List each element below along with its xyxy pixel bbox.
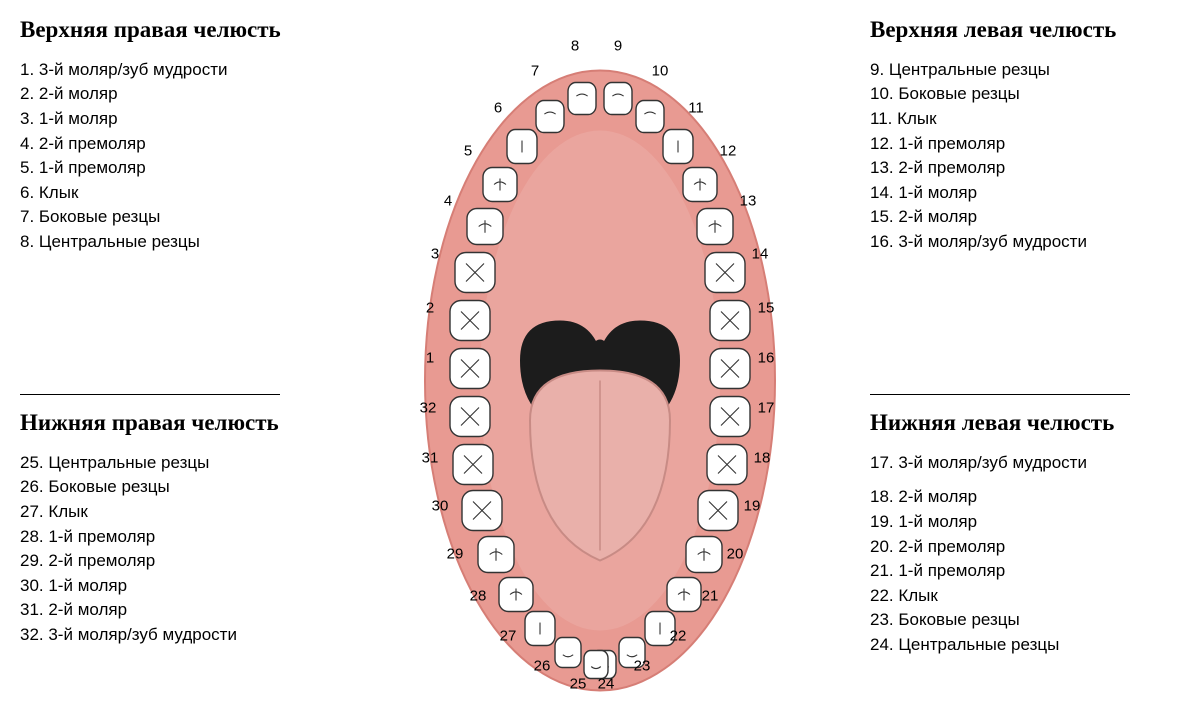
tooth-item: 4. 2-й премоляр — [20, 132, 330, 157]
tooth-number-label: 21 — [702, 587, 719, 604]
mouth-diagram: 1234567891011121314151617181920212223242… — [370, 20, 830, 705]
tooth-item: 6. Клык — [20, 181, 330, 206]
tooth-item: 2. 2-й моляр — [20, 82, 330, 107]
tooth-item: 19. 1-й моляр — [870, 510, 1180, 535]
tooth-number-label: 14 — [752, 245, 769, 262]
tooth-item: 18. 2-й моляр — [870, 485, 1180, 510]
tooth-item: 11. Клык — [870, 107, 1180, 132]
tooth-number-label: 16 — [758, 349, 775, 366]
tooth-item: 20. 2-й премоляр — [870, 535, 1180, 560]
tooth-item: 1. 3-й моляр/зуб мудрости — [20, 58, 330, 83]
tooth-item: 16. 3-й моляр/зуб мудрости — [870, 230, 1180, 255]
tooth-number-label: 7 — [531, 62, 539, 79]
tooth-number-label: 2 — [426, 299, 434, 316]
tooth-number-label: 25 — [570, 675, 587, 692]
tooth-number-label: 29 — [447, 545, 464, 562]
tooth-item: 12. 1-й премоляр — [870, 132, 1180, 157]
tooth-number-label: 6 — [494, 99, 502, 116]
tooth-number-label: 8 — [571, 37, 579, 54]
tooth-number-label: 17 — [758, 399, 775, 416]
section-title: Нижняя левая челюсть — [870, 409, 1180, 437]
tooth-item: 26. Боковые резцы — [20, 475, 330, 500]
tooth-item: 31. 2-й моляр — [20, 598, 330, 623]
tooth-number-label: 20 — [727, 545, 744, 562]
tooth-number-label: 32 — [420, 399, 437, 416]
tooth-item: 14. 1-й моляр — [870, 181, 1180, 206]
tooth-number-label: 3 — [431, 245, 439, 262]
tooth-item: 22. Клык — [870, 584, 1180, 609]
tooth-list: 9. Центральные резцы10. Боковые резцы11.… — [870, 58, 1180, 255]
tooth-item: 17. 3-й моляр/зуб мудрости — [870, 451, 1180, 476]
tooth-item: 10. Боковые резцы — [870, 82, 1180, 107]
tooth-number-label: 10 — [652, 62, 669, 79]
tooth-item: 9. Центральные резцы — [870, 58, 1180, 83]
upper-left-section: Верхняя левая челюсть 9. Центральные рез… — [870, 16, 1180, 255]
tooth-number-label: 31 — [422, 449, 439, 466]
tooth-number-label: 30 — [432, 497, 449, 514]
tooth-number-label: 22 — [670, 627, 687, 644]
tooth-number-label: 1 — [426, 349, 434, 366]
divider — [870, 394, 1130, 395]
tooth-number-label: 27 — [500, 627, 517, 644]
tooth-number-label: 26 — [534, 657, 551, 674]
section-title: Нижняя правая челюсть — [20, 409, 330, 437]
tooth-item: 32. 3-й моляр/зуб мудрости — [20, 623, 330, 648]
tooth-list: 1. 3-й моляр/зуб мудрости2. 2-й моляр3. … — [20, 58, 330, 255]
tooth-item: 29. 2-й премоляр — [20, 549, 330, 574]
tooth-list: 25. Центральные резцы26. Боковые резцы27… — [20, 451, 330, 648]
tooth-item: 28. 1-й премоляр — [20, 525, 330, 550]
tooth-number-label: 19 — [744, 497, 761, 514]
tooth-item: 27. Клык — [20, 500, 330, 525]
tooth-item: 7. Боковые резцы — [20, 205, 330, 230]
tooth-number-label: 18 — [754, 449, 771, 466]
tooth-number-label: 5 — [464, 142, 472, 159]
tooth-number-label: 28 — [470, 587, 487, 604]
lower-right-section: Нижняя правая челюсть 25. Центральные ре… — [20, 380, 330, 648]
tooth-item: 3. 1-й моляр — [20, 107, 330, 132]
tooth-number-label: 11 — [688, 99, 704, 116]
tooth-item: 23. Боковые резцы — [870, 608, 1180, 633]
tooth-item: 30. 1-й моляр — [20, 574, 330, 599]
tooth-item: 5. 1-й премоляр — [20, 156, 330, 181]
tooth-number-label: 23 — [634, 657, 651, 674]
tooth-list: 17. 3-й моляр/зуб мудрости 18. 2-й моляр1… — [870, 451, 1180, 658]
tooth-number-label: 9 — [614, 37, 622, 54]
tooth-item: 13. 2-й премоляр — [870, 156, 1180, 181]
section-title: Верхняя правая челюсть — [20, 16, 330, 44]
mouth-svg: 1234567891011121314151617181920212223242… — [370, 20, 830, 700]
tooth-number-label: 13 — [740, 192, 757, 209]
tooth-item: 21. 1-й премоляр — [870, 559, 1180, 584]
tooth-item: 25. Центральные резцы — [20, 451, 330, 476]
tooth-item: 15. 2-й моляр — [870, 205, 1180, 230]
tooth-number-label: 4 — [444, 192, 452, 209]
tooth-number-label: 15 — [758, 299, 775, 316]
tooth-item: 8. Центральные резцы — [20, 230, 330, 255]
tooth-number-label: 12 — [720, 142, 737, 159]
tooth-item: 24. Центральные резцы — [870, 633, 1180, 658]
upper-right-section: Верхняя правая челюсть 1. 3-й моляр/зуб … — [20, 16, 330, 255]
section-title: Верхняя левая челюсть — [870, 16, 1180, 44]
tooth-number-label: 24 — [598, 675, 615, 692]
divider — [20, 394, 280, 395]
lower-left-section: Нижняя левая челюсть 17. 3-й моляр/зуб м… — [870, 380, 1180, 658]
